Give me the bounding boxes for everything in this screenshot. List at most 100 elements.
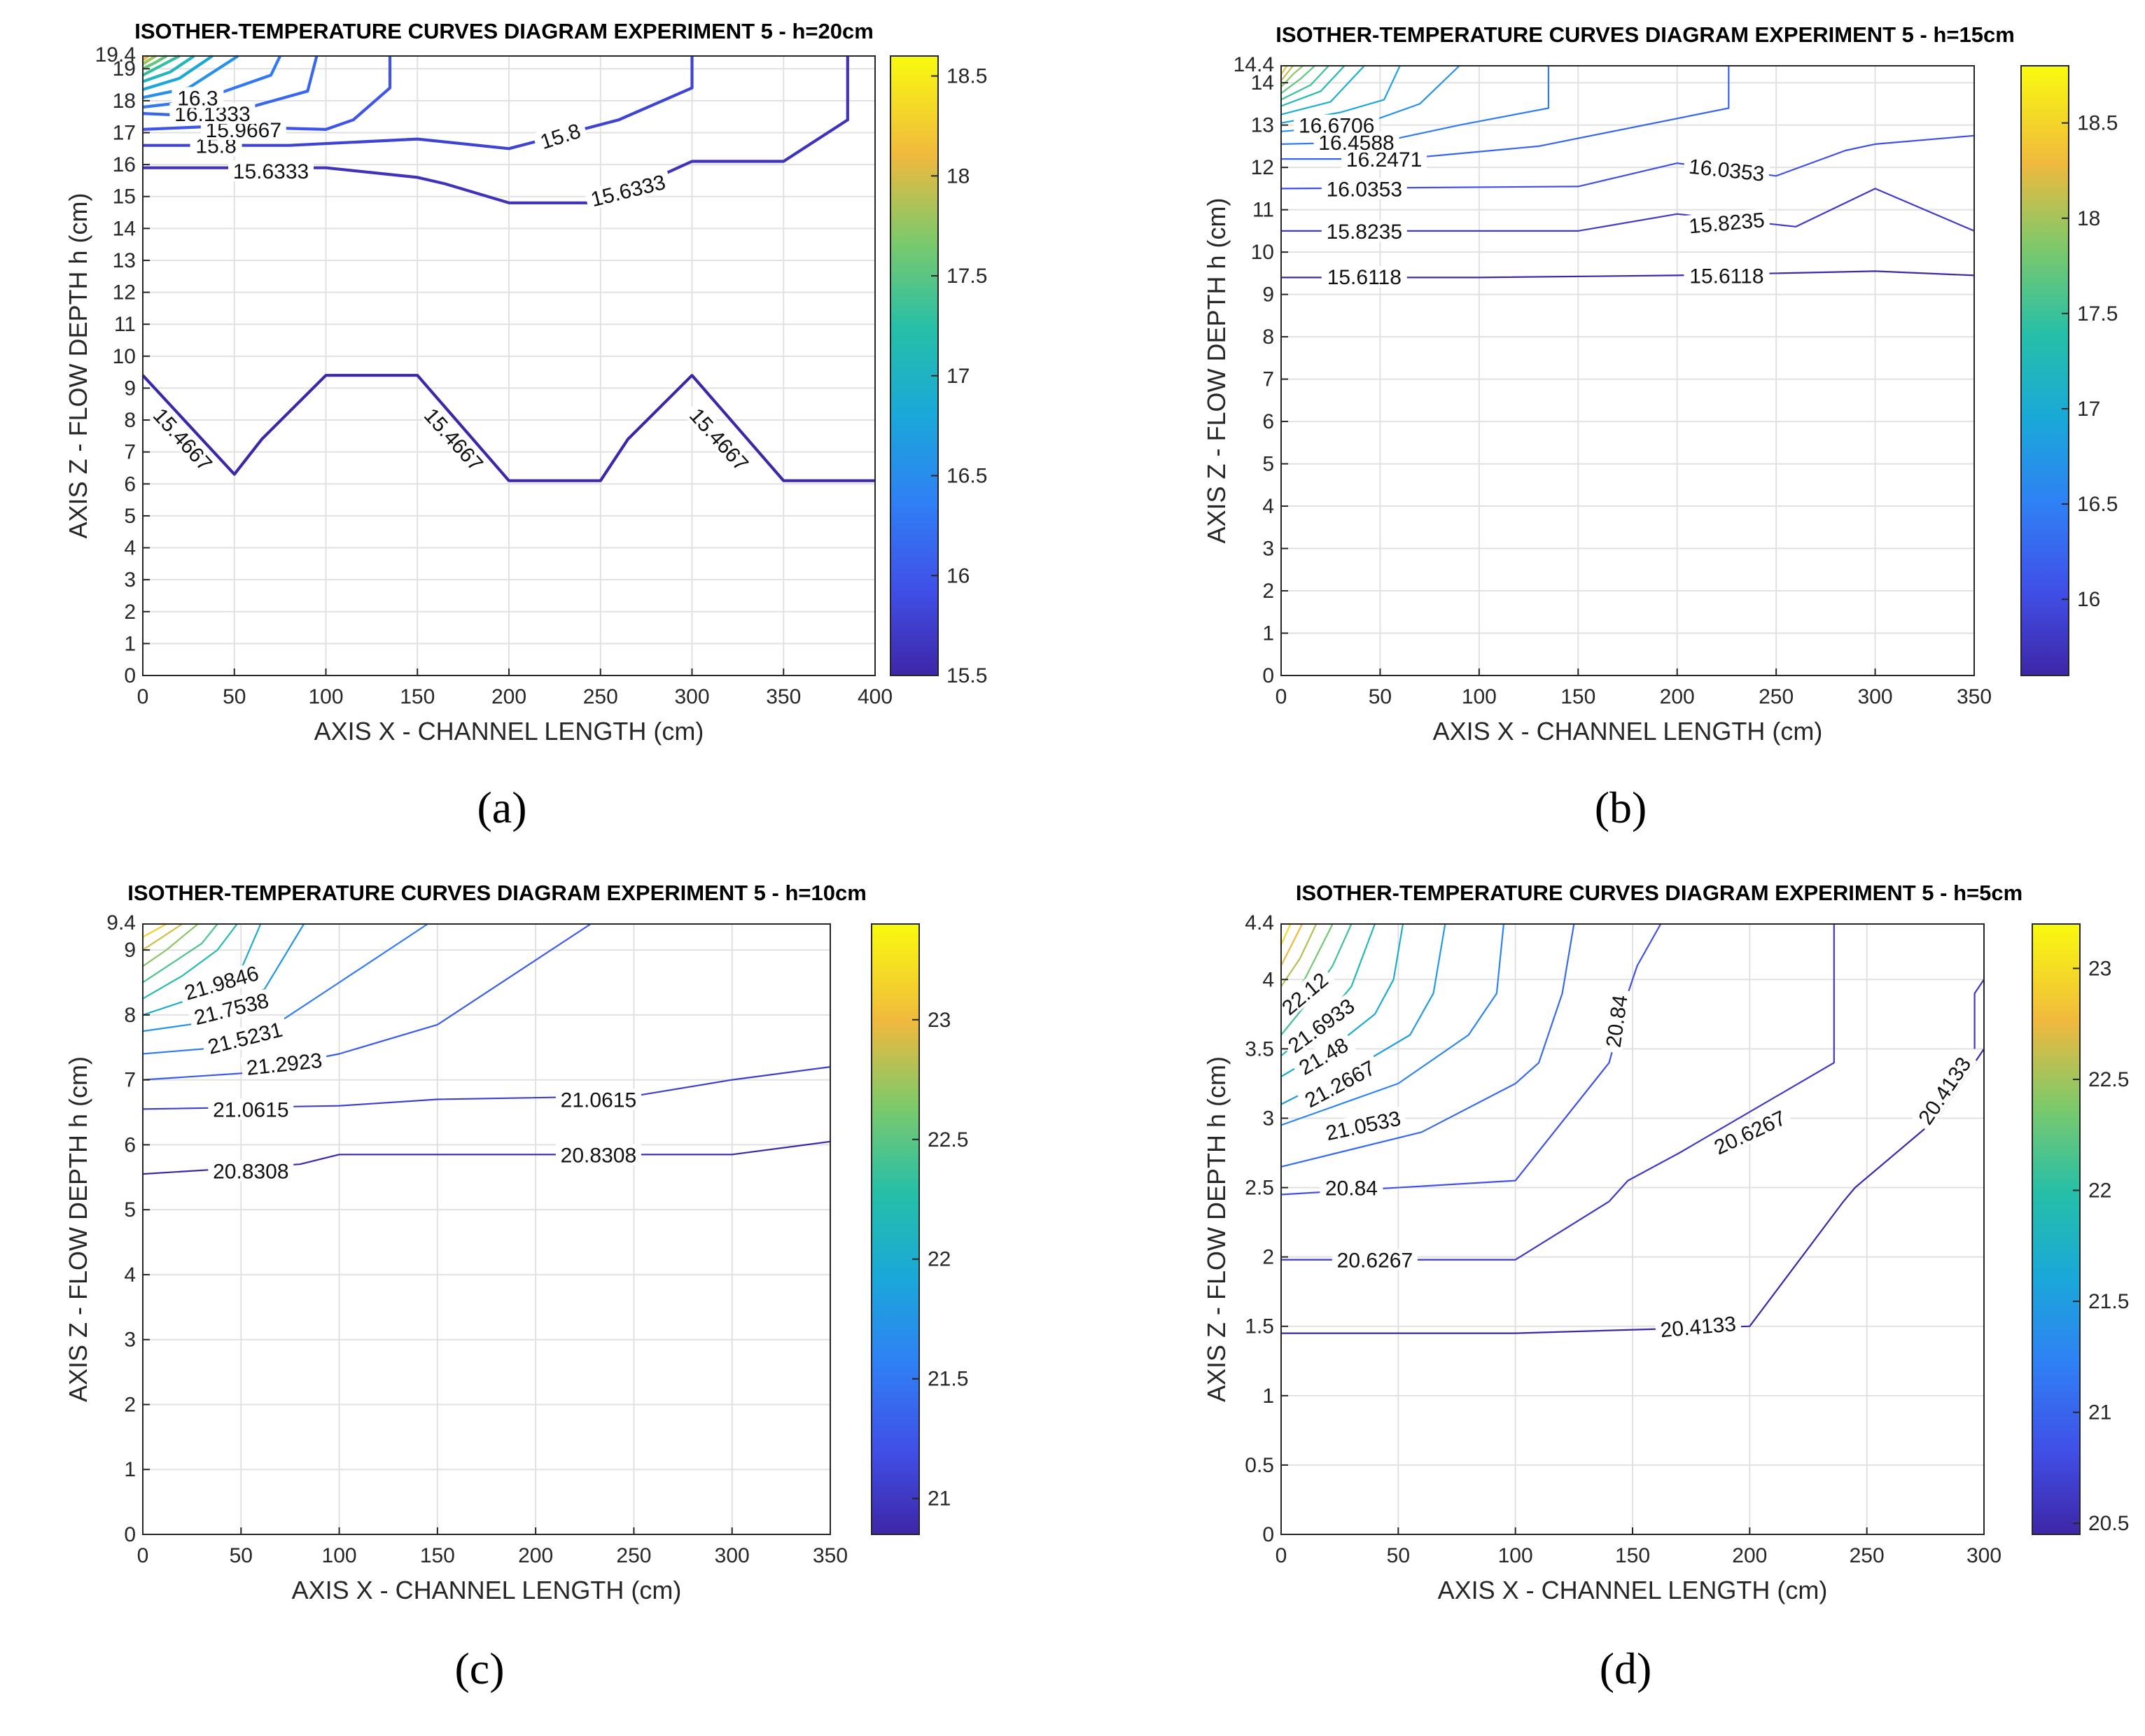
contour-label: 15.6118 (1684, 265, 1770, 288)
x-tick-label: 150 (1560, 685, 1595, 708)
x-tick-label: 200 (491, 685, 526, 708)
y-tick-label: 11 (114, 313, 136, 336)
contour-line (142, 923, 167, 938)
y-tick-label: 13 (113, 249, 136, 272)
x-tick-label: 100 (308, 685, 343, 708)
x-axis-label: AXIS X - CHANNEL LENGTH (cm) (1438, 1576, 1828, 1604)
y-tick-label: 4 (1262, 968, 1274, 991)
y-tick-label: 2 (124, 601, 136, 624)
contour-label-bg (1290, 1030, 1356, 1081)
y-tick-label: 3.5 (1245, 1037, 1274, 1060)
y-tick-label: 10 (1251, 241, 1274, 264)
contour-label: 16.0353 (1321, 178, 1407, 201)
colorbar-tick-label: 21 (2088, 1401, 2111, 1424)
x-tick-label: 0 (137, 1544, 149, 1567)
contour-label-bg (208, 1098, 294, 1120)
y-tick-label: 12 (113, 281, 136, 304)
x-axis-label: AXIS X - CHANNEL LENGTH (cm) (1433, 717, 1823, 746)
contour-label: 15.6333 (228, 160, 314, 183)
contour-label-bg (1319, 1106, 1407, 1144)
colorbar-tick-label: 17 (2077, 398, 2100, 421)
y-max-label: 19.4 (95, 43, 136, 66)
contour-label-bg (1280, 991, 1362, 1059)
colorbar-tick-label: 16.5 (2077, 493, 2118, 516)
contour-line (1280, 65, 1315, 94)
contour-line (141, 55, 157, 66)
colorbar-tick-label: 22.5 (928, 1128, 968, 1152)
y-tick-label: 7 (1262, 368, 1274, 391)
y-tick-label: 3 (1262, 538, 1274, 561)
y-tick-label: 6 (1262, 410, 1274, 433)
contour-label-bg (417, 400, 491, 478)
contour-label: 15.8235 (1321, 220, 1407, 244)
contour-label-text: 16.6706 (1299, 115, 1374, 138)
y-tick-label: 4 (1262, 495, 1274, 518)
x-tick-label: 150 (1615, 1544, 1650, 1567)
contour-line (1280, 65, 1365, 115)
colorbar-gradient (871, 923, 920, 1535)
contour-label-text: 15.6118 (1327, 266, 1402, 289)
contour-line (1280, 923, 1304, 966)
contour-line (142, 923, 592, 1081)
y-tick-label: 1 (1262, 1385, 1274, 1408)
contour-label-bg (1321, 220, 1407, 241)
x-tick-label: 100 (1462, 685, 1497, 708)
panel-d: ISOTHER-TEMPERATURE CURVES DIAGRAM EXPER… (1202, 881, 2129, 1693)
colorbar-tick-label: 21.5 (928, 1368, 968, 1391)
y-tick-label: 9 (124, 939, 136, 962)
x-tick-label: 50 (1369, 685, 1392, 708)
y-max-label: 9.4 (106, 911, 136, 934)
colorbar: 16 16.5 17 17.5 18 18.5 (2020, 65, 2118, 676)
x-axis-label: AXIS X - CHANNEL LENGTH (cm) (314, 717, 704, 746)
y-tick-label: 14 (113, 217, 136, 240)
y-tick-label: 6 (124, 1133, 136, 1156)
contour-line (1280, 65, 1329, 101)
contour-line (142, 923, 218, 983)
x-tick-label: 100 (1498, 1544, 1533, 1567)
y-tick-label: 2.5 (1245, 1177, 1274, 1200)
y-tick-label: 1 (124, 1458, 136, 1481)
contour-label-text: 20.6267 (1337, 1250, 1413, 1273)
y-tick-label: 16 (113, 153, 136, 176)
colorbar-tick-label: 18 (2077, 207, 2100, 230)
x-tick-label: 150 (400, 685, 435, 708)
x-tick-label: 250 (1850, 1544, 1885, 1567)
contour-label-bg (1273, 965, 1336, 1022)
contour-line (1280, 923, 1292, 946)
contour-label-bg (1601, 988, 1631, 1054)
colorbar-tick-label: 16.5 (946, 465, 987, 488)
colorbar-tick-label: 18 (946, 164, 970, 188)
contour-label-bg (146, 400, 220, 478)
contour-label-bg (1684, 265, 1770, 286)
y-tick-label: 19 (113, 57, 136, 80)
contour-label-bg (240, 1049, 328, 1079)
contour-label: 20.8308 (208, 1160, 294, 1184)
y-tick-label: 5 (1262, 453, 1274, 476)
y-max-label: 14.4 (1234, 53, 1274, 76)
contour-line (1280, 923, 1504, 1126)
contour-label-bg (683, 400, 756, 478)
x-tick-label: 0 (1276, 1544, 1287, 1567)
contour-label: 16.0353 (1683, 154, 1770, 186)
contour-line (142, 923, 238, 1000)
contour-label: 20.84 (1320, 1177, 1383, 1200)
x-tick-label: 350 (766, 685, 801, 708)
x-tick-label: 350 (1957, 685, 1992, 708)
y-axis: 0 1 2 3 4 5 6 7 8 9 9.4 (106, 911, 150, 1546)
contour-line (1280, 134, 1975, 190)
contour-label-bg (201, 1016, 289, 1058)
y-tick-label: 17 (113, 121, 136, 144)
panel-caption: (a) (477, 783, 526, 832)
y-tick-label: 12 (1251, 156, 1274, 179)
colorbar-tick-label: 22.5 (2088, 1068, 2129, 1091)
contour-label-bg (187, 988, 276, 1029)
panel-b: ISOTHER-TEMPERATURE CURVES DIAGRAM EXPER… (1202, 22, 2118, 832)
colorbar-tick-label: 18.5 (946, 65, 987, 88)
contour-label-bg (1294, 114, 1380, 136)
contour-label-bg (1321, 266, 1407, 288)
panel-a: ISOTHER-TEMPERATURE CURVES DIAGRAM EXPER… (64, 19, 987, 832)
